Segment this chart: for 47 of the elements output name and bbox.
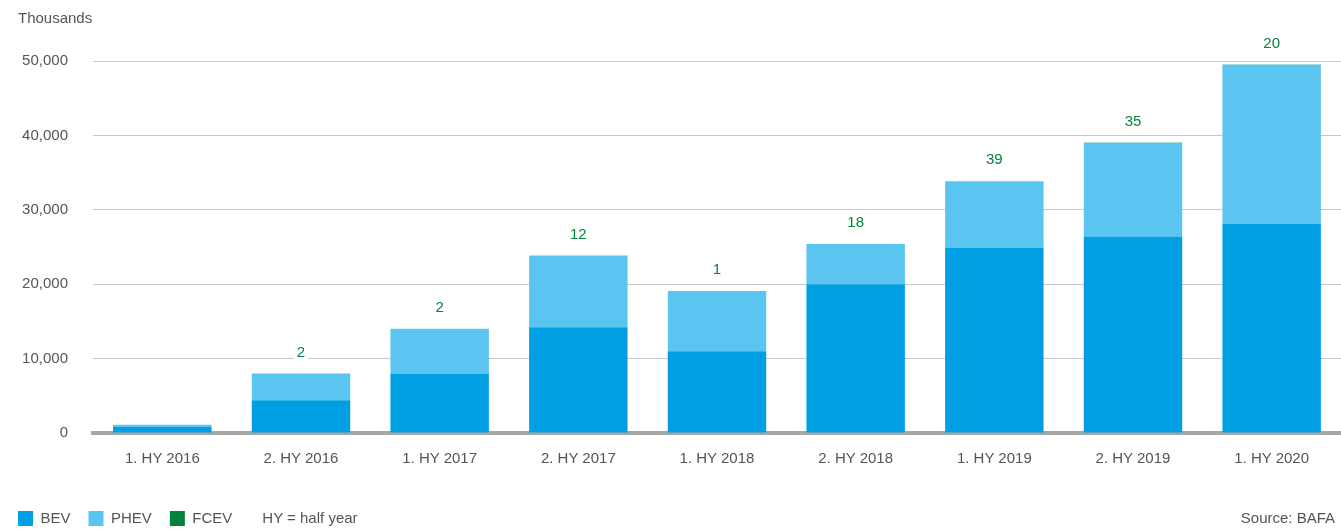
source-note: Source: BAFA (1240, 508, 1335, 526)
bar (1083, 236, 1183, 433)
bar (667, 351, 767, 433)
bar (113, 424, 212, 428)
bar (945, 247, 1044, 433)
bar (1222, 64, 1321, 224)
x-tick-label: 2. HY 2019 (1095, 449, 1171, 467)
data-label: 1 (712, 260, 722, 278)
data-label: 35 (1124, 111, 1142, 129)
bar (945, 181, 1044, 248)
y-tick-label: 0 (59, 423, 68, 441)
bar (1083, 142, 1183, 237)
bar (529, 255, 628, 328)
bar (529, 327, 628, 433)
bar (806, 244, 905, 285)
bar (806, 284, 905, 433)
x-tick-label: 2. HY 2016 (263, 449, 339, 467)
bar (390, 373, 489, 433)
x-tick-label: 1. HY 2017 (402, 449, 478, 467)
legend-label: PHEV (111, 508, 152, 526)
y-axis-title: Thousands (18, 9, 93, 27)
data-label: 18 (847, 213, 865, 231)
y-tick-label: 20,000 (22, 274, 68, 292)
bar (113, 427, 212, 433)
x-tick-label: 2. HY 2017 (540, 449, 616, 467)
legend-label: FCEV (192, 508, 233, 526)
bar (251, 400, 351, 433)
bar (390, 328, 489, 374)
y-tick-label: 10,000 (22, 348, 68, 366)
y-tick-label: 50,000 (22, 51, 68, 69)
x-tick-label: 1. HY 2020 (1234, 449, 1310, 467)
data-label: 20 (1263, 33, 1281, 51)
y-tick-label: 40,000 (22, 125, 68, 143)
y-tick-label: 30,000 (22, 199, 68, 217)
text: HY = half year (262, 508, 358, 526)
data-label: 2 (296, 342, 306, 360)
legend-label: BEV (40, 508, 71, 526)
data-label: 2 (435, 297, 444, 315)
x-tick-label: 1. HY 2016 (124, 449, 200, 467)
x-tick-label: 2. HY 2018 (818, 449, 894, 467)
bar (1222, 223, 1321, 433)
data-label: 12 (569, 224, 587, 242)
bar (251, 373, 351, 401)
x-tick-label: 1. HY 2019 (956, 449, 1032, 467)
bar (667, 290, 767, 352)
data-label: 39 (985, 150, 1003, 168)
x-tick-label: 1. HY 2018 (679, 449, 755, 467)
